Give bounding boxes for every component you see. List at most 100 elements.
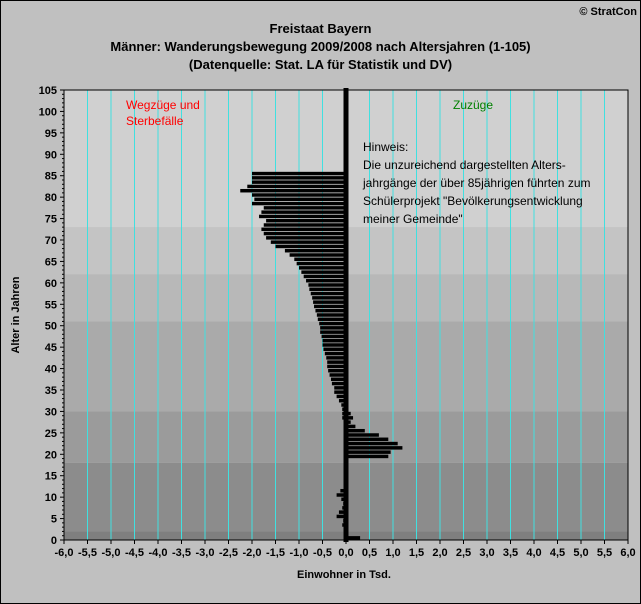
x-tick-label-20: 4,0 <box>526 547 541 559</box>
bar-out-70 <box>266 236 346 240</box>
bar-out-46 <box>322 338 346 343</box>
bar-out-43 <box>324 351 346 356</box>
bar-out-39 <box>328 368 346 373</box>
bar-out-74 <box>266 218 346 223</box>
y-tick-label-20: 100 <box>39 106 57 118</box>
bar-out-36 <box>331 381 346 386</box>
bar-out-10 <box>336 493 346 497</box>
x-tick-label-9: -1,5 <box>266 547 285 559</box>
bar-out-81 <box>240 188 346 193</box>
bar-out-52 <box>316 313 346 317</box>
y-tick-label-2: 10 <box>45 492 57 504</box>
bar-out-47 <box>321 334 346 339</box>
x-tick-label-10: -1,0 <box>290 547 309 559</box>
y-tick-label-14: 70 <box>45 235 57 247</box>
bar-out-77 <box>263 206 346 210</box>
bar-out-83 <box>252 180 346 184</box>
y-axis-label: Alter in Jahren <box>10 276 22 354</box>
y-tick-label-6: 30 <box>45 406 57 418</box>
y-tick-label-5: 25 <box>45 428 57 440</box>
bar-out-33 <box>336 394 346 399</box>
bar-out-69 <box>270 240 346 244</box>
bars <box>240 171 403 540</box>
bar-out-5 <box>336 514 346 519</box>
y-axis: 0 5 10 15 20 25 30 35 40 45 50 55 60 65 70 75 80 85 90 95 10… <box>39 85 64 547</box>
legend-inflow: Zuzüge <box>453 98 493 112</box>
y-tick-label-3: 15 <box>45 471 57 483</box>
y-tick-label-7: 35 <box>45 385 57 397</box>
bar-out-41 <box>327 360 346 364</box>
x-tick-label-0: -6,0 <box>55 547 74 559</box>
y-tick-label-13: 65 <box>45 256 57 268</box>
x-tick-label-5: -3,5 <box>172 547 191 559</box>
bar-out-50 <box>319 321 346 326</box>
bar-out-82 <box>247 184 346 189</box>
bar-out-51 <box>317 317 346 322</box>
x-tick-label-24: 6,0 <box>620 547 635 559</box>
bar-out-85 <box>252 171 346 176</box>
annotations: Wegzüge und Sterbefälle Zuzüge Hinweis: Die … <box>126 98 590 226</box>
bar-out-54 <box>314 304 346 309</box>
bar-out-37 <box>330 377 346 382</box>
x-tick-label-21: 4,5 <box>550 547 565 559</box>
x-tick-label-17: 2,5 <box>456 547 471 559</box>
bar-out-78 <box>252 201 346 206</box>
y-tick-label-11: 55 <box>45 299 57 311</box>
bar-out-64 <box>296 261 346 266</box>
y-tick-label-8: 40 <box>45 364 57 376</box>
bar-in-24 <box>346 433 379 437</box>
bar-out-58 <box>309 287 346 292</box>
bar-out-60 <box>306 278 346 283</box>
bar-in-28 <box>346 416 354 420</box>
bar-out-32 <box>338 398 346 403</box>
x-tick-label-19: 3,5 <box>503 547 518 559</box>
y-tick-label-17: 85 <box>45 171 57 183</box>
title-line-1: Freistaat Bayern <box>269 21 372 36</box>
y-tick-label-18: 90 <box>45 149 57 161</box>
x-tick-label-15: 1,5 <box>409 547 424 559</box>
y-tick-label-12: 60 <box>45 278 57 290</box>
note-line-5: meiner Gemeinde" <box>363 212 463 226</box>
bar-in-26 <box>346 424 356 429</box>
bar-out-72 <box>261 227 346 232</box>
bar-in-19 <box>346 454 389 459</box>
x-tick-label-13: 0,5 <box>362 547 377 559</box>
bar-out-73 <box>263 223 346 227</box>
zero-axis <box>343 88 349 542</box>
bar-out-55 <box>313 300 346 304</box>
bar-out-57 <box>310 291 346 296</box>
y-tick-label-1: 5 <box>51 514 57 526</box>
bar-out-66 <box>289 253 346 257</box>
bar-out-65 <box>294 257 346 262</box>
bar-in-0 <box>346 536 361 540</box>
chart-title: Freistaat Bayern Männer: Wanderungsbeweg… <box>0 20 641 74</box>
bar-out-11 <box>340 488 346 493</box>
y-tick-label-0: 0 <box>51 535 57 547</box>
bar-in-22 <box>346 441 398 446</box>
bar-out-53 <box>315 308 346 313</box>
bar-out-68 <box>275 244 346 249</box>
bar-in-25 <box>346 428 365 433</box>
bar-out-79 <box>254 197 346 202</box>
y-tick-label-10: 50 <box>45 321 57 333</box>
x-tick-label-6: -3,0 <box>196 547 215 559</box>
bar-out-45 <box>322 343 346 347</box>
copyright-label: © StratCon <box>579 6 637 18</box>
x-tick-label-22: 5,0 <box>573 547 588 559</box>
bar-out-42 <box>326 356 346 360</box>
bar-out-56 <box>312 296 346 300</box>
x-tick-label-8: -2,0 <box>243 547 262 559</box>
legend-outflow-line-1: Wegzüge und <box>126 98 200 112</box>
bar-out-38 <box>329 373 346 377</box>
x-axis-label: Einwohner in Tsd. <box>297 569 391 581</box>
bar-out-62 <box>301 270 346 274</box>
x-tick-label-23: 5,5 <box>597 547 612 559</box>
y-tick-label-15: 75 <box>45 214 57 226</box>
bar-out-34 <box>334 390 346 394</box>
title-line-2: Männer: Wanderungsbewegung 2009/2008 nac… <box>110 39 531 54</box>
bar-out-40 <box>327 364 346 369</box>
bar-out-75 <box>259 214 346 219</box>
note-line-2: Die unzureichend dargestellten Alters- <box>363 158 566 172</box>
bar-out-35 <box>334 386 346 390</box>
bar-out-80 <box>252 193 346 197</box>
